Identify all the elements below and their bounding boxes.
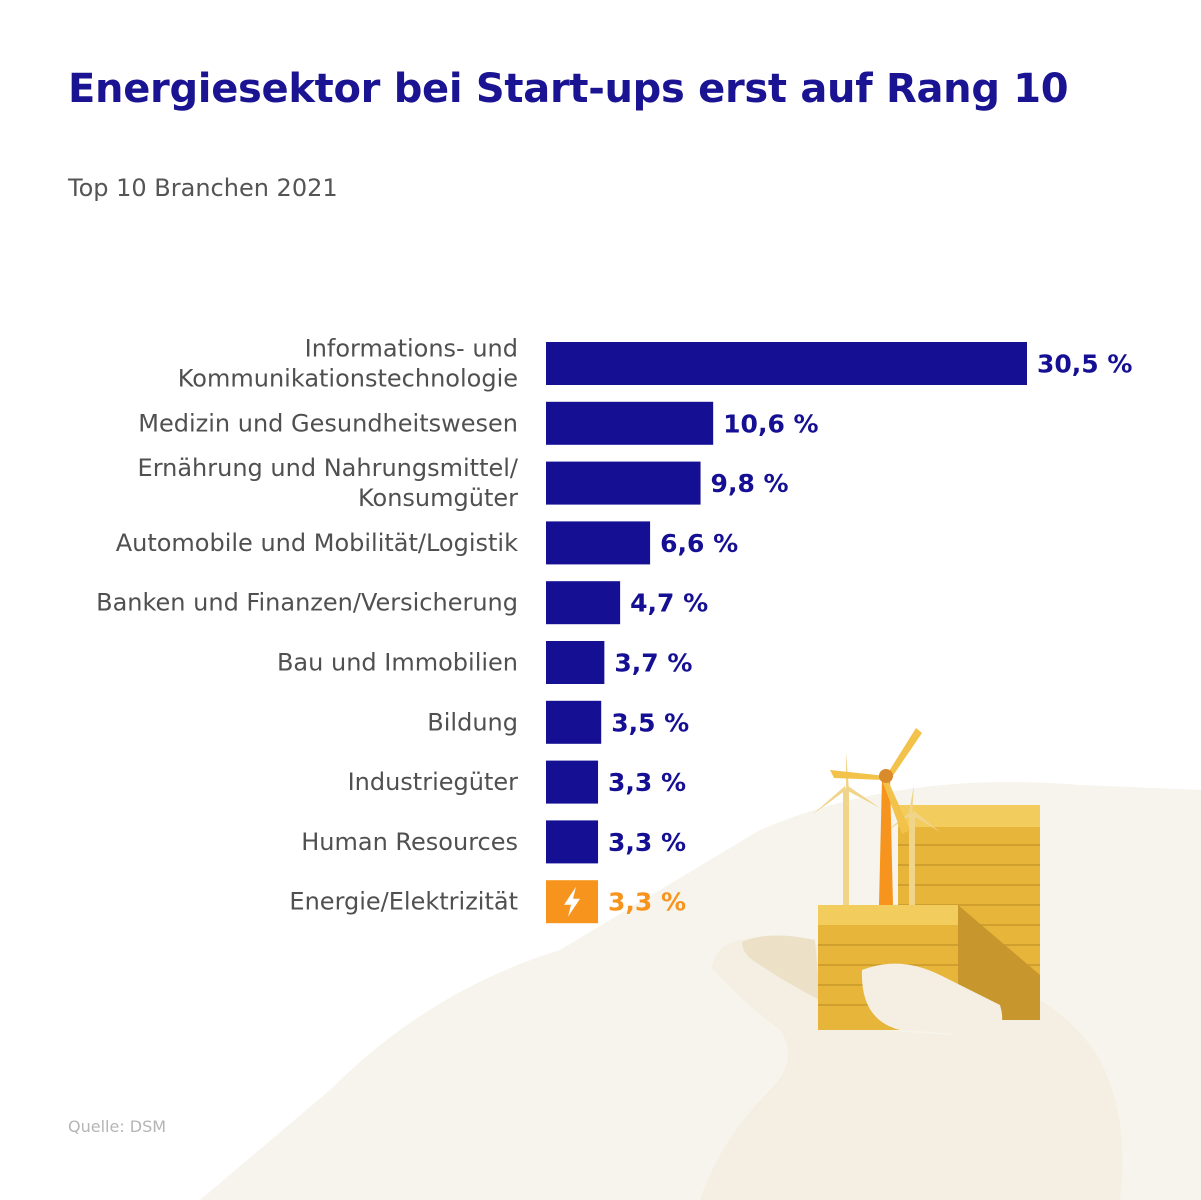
coin-stack-shadow	[958, 905, 1040, 1020]
lightning-bolt-icon	[564, 886, 581, 917]
source-note: Quelle: DSM	[68, 1117, 167, 1136]
category-label-4: Automobile und Mobilität/Logistik	[116, 529, 518, 557]
value-label-9: 3,3 %	[608, 828, 686, 857]
hand-thumb-shadow	[742, 935, 820, 1000]
chart-title: Energiesektor bei Start-ups erst auf Ran…	[68, 66, 1069, 112]
value-label-2: 10,6 %	[723, 409, 818, 438]
hand-fingers	[861, 963, 1003, 1036]
category-label-8: Industriegüter	[348, 768, 519, 796]
category-label-9: Human Resources	[301, 828, 518, 856]
bar-5	[546, 581, 621, 625]
bar-6	[546, 641, 605, 684]
value-label-8: 3,3 %	[608, 768, 686, 797]
wind-turbine-large	[830, 728, 922, 905]
chart-subtitle: Top 10 Branchen 2021	[68, 174, 338, 202]
category-label-1: Informations- und Kommunikationstechnolog…	[178, 335, 518, 393]
bar-9	[546, 820, 599, 864]
bar-8	[546, 760, 599, 804]
bar-2	[546, 401, 714, 445]
category-label-6: Bau und Immobilien	[277, 649, 518, 677]
category-label-5: Banken und Finanzen/Versicherung	[96, 589, 518, 617]
bar-7	[546, 700, 602, 744]
category-label-10: Energie/Elektrizität	[289, 888, 518, 916]
bars-group: 30,5 % Informations- und Kommunikationstec…	[96, 335, 1132, 924]
value-label-4: 6,6 %	[660, 529, 738, 558]
value-label-3: 9,8 %	[711, 469, 789, 498]
wind-turbine-small-left	[812, 752, 880, 905]
coin-stack-front-top	[818, 905, 958, 925]
category-label-2: Medizin und Gesundheitswesen	[138, 409, 518, 437]
category-label-3: Ernährung und Nahrungsmittel/Konsumgüter	[138, 454, 519, 512]
value-label-10: 3,3 %	[608, 888, 686, 917]
category-label-7: Bildung	[427, 708, 518, 736]
bar-3	[546, 461, 701, 505]
coin-stack-back-top	[898, 805, 1040, 827]
value-label-5: 4,7 %	[630, 589, 708, 618]
value-label-6: 3,7 %	[614, 649, 692, 678]
bar-1	[546, 342, 1027, 385]
hand-illustration	[200, 728, 1201, 1200]
value-label-1: 30,5 %	[1037, 350, 1132, 379]
bar-4	[546, 521, 651, 565]
value-label-7: 3,5 %	[611, 708, 689, 737]
